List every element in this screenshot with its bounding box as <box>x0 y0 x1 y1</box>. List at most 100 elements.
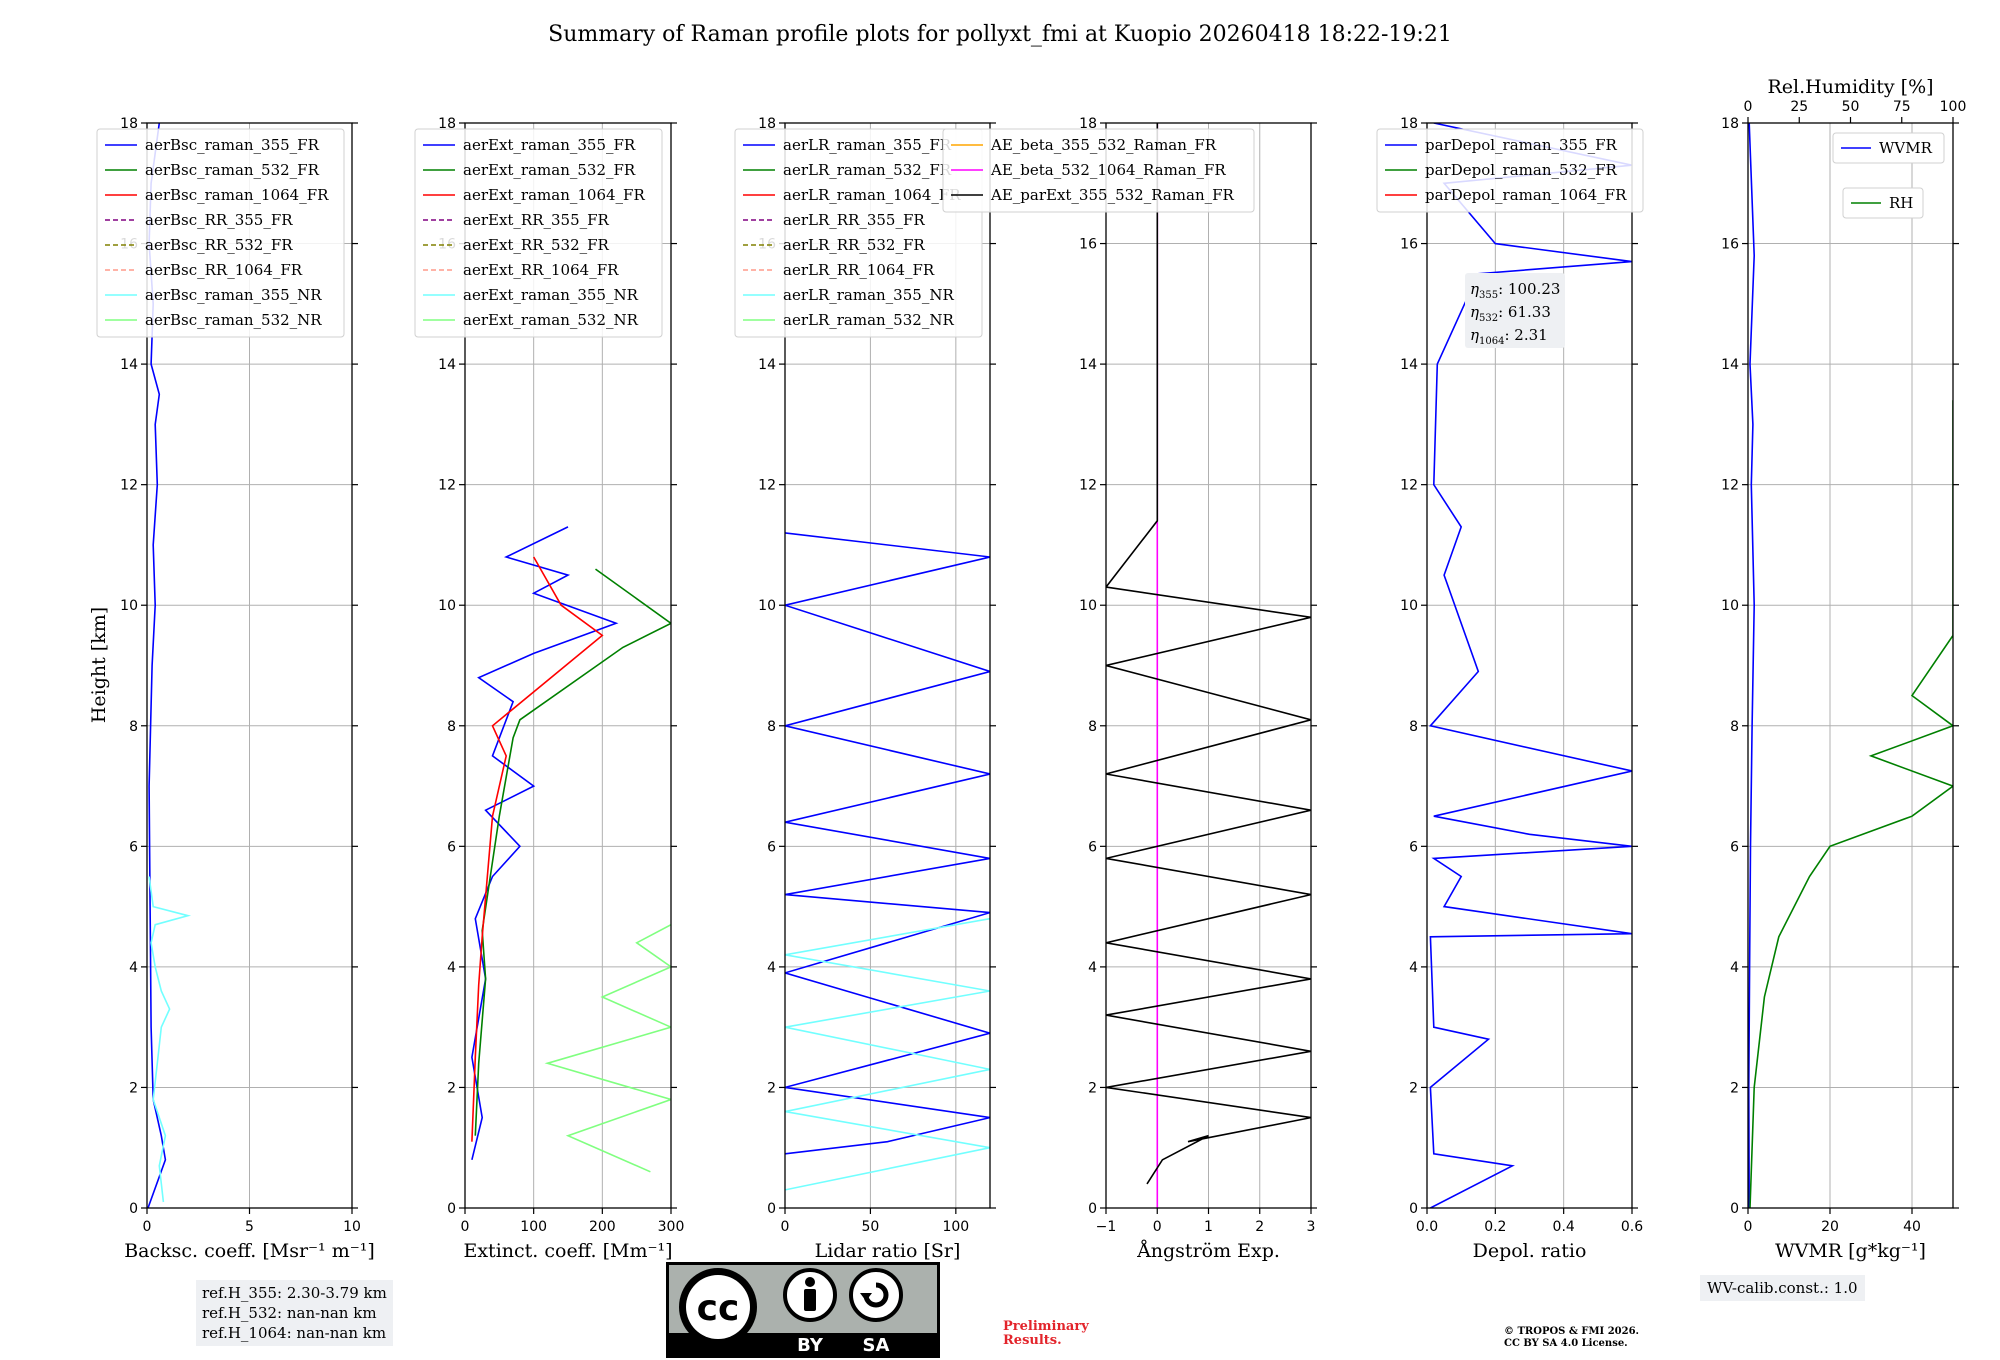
x-tick-label: 0 <box>143 1219 152 1235</box>
legend-entry: aerBsc_raman_1064_FR <box>145 186 329 204</box>
top-x-tick-label: 0 <box>1744 99 1753 115</box>
series-line-WVMR <box>1748 123 1756 1208</box>
series-line-aerExt_raman_1064_FR <box>471 556 604 1142</box>
ref-height-355: ref.H_355: 2.30-3.79 km <box>202 1284 387 1302</box>
x-axis-label: Extinct. coeff. [Mm⁻¹] <box>463 1240 672 1262</box>
x-tick-label: 300 <box>658 1219 685 1235</box>
x-tick-label: 20 <box>1821 1219 1839 1235</box>
y-tick-label: 12 <box>120 478 138 494</box>
y-tick-label: 10 <box>1721 598 1739 614</box>
y-tick-label: 18 <box>1400 116 1418 132</box>
y-tick-label: 0 <box>767 1201 776 1217</box>
cc-sa-label: SA <box>863 1335 890 1356</box>
legend-entry: aerBsc_raman_532_NR <box>145 311 322 329</box>
legend-entry: aerLR_raman_355_FR <box>783 136 952 154</box>
x-tick-label: 50 <box>862 1219 880 1235</box>
y-tick-label: 14 <box>1400 357 1418 373</box>
x-tick-label: 1 <box>1204 1219 1213 1235</box>
eta-annotation-box <box>1465 273 1565 348</box>
y-tick-label: 8 <box>129 719 138 735</box>
y-tick-label: 14 <box>438 357 456 373</box>
y-tick-label: 18 <box>1079 116 1097 132</box>
series-line-parDepol_raman_355_FR <box>1428 123 1632 1208</box>
y-tick-label: 10 <box>758 598 776 614</box>
panel-depol: 0 2 4 6 8 10 12 14 16 18 0.0 0.2 0.4 0.6 Depol. ratio p… <box>1376 116 1644 1262</box>
eta-annotation-line: η1064: 2.31 <box>1470 326 1548 347</box>
y-tick-label: 12 <box>758 478 776 494</box>
legend-entry: aerBsc_raman_355_FR <box>145 136 320 154</box>
y-tick-label: 8 <box>1409 719 1418 735</box>
legend-entry: aerExt_raman_1064_FR <box>463 186 645 204</box>
y-tick-label: 8 <box>447 719 456 735</box>
top-axis-label: Rel.Humidity [%] <box>1767 76 1933 98</box>
legend-entry: aerExt_RR_532_FR <box>463 236 610 254</box>
copyright-note: © TROPOS & FMI 2026. CC BY SA 4.0 Licens… <box>1504 1326 1640 1349</box>
plot-frame <box>464 122 672 1209</box>
y-tick-label: 6 <box>1730 839 1739 855</box>
legend-entry: parDepol_raman_532_FR <box>1425 161 1618 179</box>
y-tick-label: 10 <box>120 598 138 614</box>
y-tick-label: 10 <box>1400 598 1418 614</box>
series-line-aerExt_raman_532_NR <box>544 923 671 1173</box>
x-tick-label: 2 <box>1255 1219 1264 1235</box>
y-tick-label: 10 <box>1079 598 1097 614</box>
legend-box <box>414 128 663 338</box>
wv-calib-box: WV-calib.const.: 1.0 <box>1700 1275 1865 1301</box>
series-line-aerLR_raman_355_NR <box>785 917 990 1191</box>
legend-entry: aerLR_RR_355_FR <box>783 211 925 229</box>
x-tick-label: 100 <box>942 1219 969 1235</box>
legend-entry: RH <box>1889 194 1913 212</box>
y-tick-label: 6 <box>129 839 138 855</box>
x-axis-label: Lidar ratio [Sr] <box>815 1240 961 1262</box>
x-axis-label: WVMR [g*kg⁻¹] <box>1775 1240 1926 1262</box>
x-tick-label: 0.0 <box>1416 1219 1438 1235</box>
ref-height-1064: ref.H_1064: nan-nan km <box>202 1324 387 1342</box>
figure-title: Summary of Raman profile plots for polly… <box>548 22 1452 47</box>
eta-annotation-line: η355: 100.23 <box>1470 280 1560 301</box>
y-axis-label: Height [km] <box>88 607 110 723</box>
y-tick-label: 16 <box>1400 237 1418 253</box>
panel-lr: 024681012141618050100Lidar ratio [Sr]aer… <box>734 116 996 1262</box>
cc-by-sa-badge: cc BY SA <box>666 1262 940 1358</box>
eta-annotation-line: η532: 61.33 <box>1470 303 1551 324</box>
y-tick-label: 12 <box>1079 478 1097 494</box>
panel-bsc: 0246810121416180510Backsc. coeff. [Msr⁻¹… <box>96 116 375 1262</box>
x-tick-label: 0.2 <box>1484 1219 1506 1235</box>
y-tick-label: 4 <box>767 960 776 976</box>
legend-entry: aerBsc_RR_355_FR <box>145 211 293 229</box>
cc-by-label: BY <box>797 1335 824 1356</box>
x-tick-label: 200 <box>589 1219 616 1235</box>
legend-entry: aerExt_raman_532_NR <box>463 311 639 329</box>
legend-entry: aerLR_raman_355_NR <box>783 286 954 304</box>
y-tick-label: 14 <box>1721 357 1739 373</box>
series-line-aerBsc_raman_355_NR <box>148 876 192 1203</box>
series-line-aerExt_raman_532_FR <box>474 568 671 1136</box>
y-tick-label: 14 <box>1079 357 1097 373</box>
legend-entry: aerBsc_RR_532_FR <box>145 236 293 254</box>
legend-entry: WVMR <box>1879 139 1933 157</box>
y-tick-label: 16 <box>1079 237 1097 253</box>
x-axis-label: Ångström Exp. <box>1136 1240 1280 1262</box>
svg-text:cc: cc <box>697 1288 740 1329</box>
x-tick-label: 3 <box>1307 1219 1316 1235</box>
y-tick-label: 0 <box>447 1201 456 1217</box>
preliminary-note: Preliminary Results. <box>1003 1319 1089 1348</box>
y-tick-label: 6 <box>1409 839 1418 855</box>
y-tick-label: 12 <box>1400 478 1418 494</box>
y-tick-label: 4 <box>447 960 456 976</box>
x-tick-label: 0 <box>1744 1219 1753 1235</box>
x-tick-label: 10 <box>343 1219 361 1235</box>
series-line-aerLR_raman_355_FR <box>785 532 990 1155</box>
y-tick-label: 12 <box>1721 478 1739 494</box>
y-tick-label: 18 <box>438 116 456 132</box>
legend-entry: aerBsc_raman_355_NR <box>145 286 322 304</box>
x-axis-label: Depol. ratio <box>1473 1240 1587 1262</box>
y-tick-label: 2 <box>447 1080 456 1096</box>
y-tick-label: 16 <box>1721 237 1739 253</box>
legend-entry: aerLR_RR_1064_FR <box>783 261 935 279</box>
legend-box <box>734 128 983 338</box>
x-tick-label: −1 <box>1096 1219 1117 1235</box>
legend-box <box>96 128 345 338</box>
